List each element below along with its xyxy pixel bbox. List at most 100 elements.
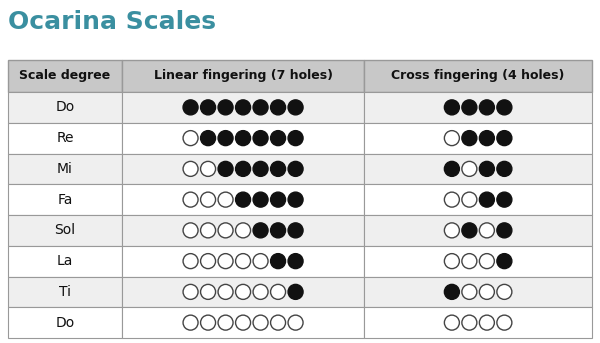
Circle shape <box>253 192 268 207</box>
Circle shape <box>497 192 512 207</box>
Bar <box>8 246 122 276</box>
Text: Fa: Fa <box>57 193 73 206</box>
Circle shape <box>253 315 268 330</box>
Circle shape <box>218 131 233 146</box>
Circle shape <box>462 284 477 299</box>
Circle shape <box>183 131 198 146</box>
Bar <box>8 123 122 154</box>
Text: Scale degree: Scale degree <box>19 70 110 83</box>
Bar <box>8 215 122 246</box>
Circle shape <box>200 192 215 207</box>
Circle shape <box>218 223 233 238</box>
Bar <box>8 60 122 92</box>
Circle shape <box>200 315 215 330</box>
Circle shape <box>462 161 477 176</box>
Circle shape <box>497 284 512 299</box>
Circle shape <box>218 284 233 299</box>
Text: Cross fingering (4 holes): Cross fingering (4 holes) <box>391 70 565 83</box>
Bar <box>122 123 364 154</box>
Circle shape <box>271 100 286 115</box>
Circle shape <box>445 100 460 115</box>
Circle shape <box>497 223 512 238</box>
Bar <box>122 215 364 246</box>
Circle shape <box>253 131 268 146</box>
Circle shape <box>288 131 303 146</box>
Circle shape <box>271 131 286 146</box>
Circle shape <box>200 100 215 115</box>
Circle shape <box>462 223 477 238</box>
Circle shape <box>288 315 303 330</box>
Circle shape <box>462 100 477 115</box>
Text: Ti: Ti <box>59 285 71 299</box>
Text: Mi: Mi <box>57 162 73 176</box>
Bar <box>8 307 122 338</box>
Bar <box>8 92 122 123</box>
Circle shape <box>271 192 286 207</box>
Circle shape <box>271 284 286 299</box>
Circle shape <box>218 161 233 176</box>
Circle shape <box>288 253 303 269</box>
Circle shape <box>183 192 198 207</box>
Circle shape <box>479 284 494 299</box>
Bar <box>8 184 122 215</box>
Text: Do: Do <box>55 100 74 114</box>
Bar <box>364 184 592 215</box>
Circle shape <box>462 131 477 146</box>
Bar <box>122 154 364 184</box>
Circle shape <box>200 253 215 269</box>
Bar <box>364 246 592 276</box>
Circle shape <box>200 161 215 176</box>
Circle shape <box>253 284 268 299</box>
Bar <box>364 307 592 338</box>
Circle shape <box>497 315 512 330</box>
Circle shape <box>200 131 215 146</box>
Circle shape <box>271 161 286 176</box>
Circle shape <box>479 223 494 238</box>
Circle shape <box>200 223 215 238</box>
Circle shape <box>253 253 268 269</box>
Circle shape <box>253 100 268 115</box>
Bar <box>122 276 364 307</box>
Text: Ocarina Scales: Ocarina Scales <box>8 10 216 34</box>
Circle shape <box>218 315 233 330</box>
Circle shape <box>288 161 303 176</box>
Circle shape <box>479 253 494 269</box>
Circle shape <box>288 284 303 299</box>
Circle shape <box>236 223 251 238</box>
Circle shape <box>271 253 286 269</box>
Circle shape <box>236 284 251 299</box>
Circle shape <box>445 315 460 330</box>
Text: Sol: Sol <box>55 223 76 237</box>
Bar <box>122 184 364 215</box>
Circle shape <box>497 253 512 269</box>
Circle shape <box>236 253 251 269</box>
Circle shape <box>183 253 198 269</box>
Circle shape <box>479 315 494 330</box>
Circle shape <box>445 131 460 146</box>
Bar <box>122 246 364 276</box>
Circle shape <box>218 100 233 115</box>
Circle shape <box>271 315 286 330</box>
Circle shape <box>288 192 303 207</box>
Circle shape <box>236 131 251 146</box>
Circle shape <box>445 192 460 207</box>
Bar <box>122 60 364 92</box>
Text: Do: Do <box>55 316 74 330</box>
Circle shape <box>271 223 286 238</box>
Circle shape <box>236 100 251 115</box>
Circle shape <box>462 315 477 330</box>
Circle shape <box>183 284 198 299</box>
Bar <box>8 154 122 184</box>
Circle shape <box>497 131 512 146</box>
Text: Linear fingering (7 holes): Linear fingering (7 holes) <box>154 70 332 83</box>
Text: Re: Re <box>56 131 74 145</box>
Bar <box>364 215 592 246</box>
Text: La: La <box>57 254 73 268</box>
Circle shape <box>183 315 198 330</box>
Circle shape <box>445 161 460 176</box>
Circle shape <box>497 100 512 115</box>
Circle shape <box>288 223 303 238</box>
Circle shape <box>445 223 460 238</box>
Bar <box>364 92 592 123</box>
Bar <box>122 92 364 123</box>
